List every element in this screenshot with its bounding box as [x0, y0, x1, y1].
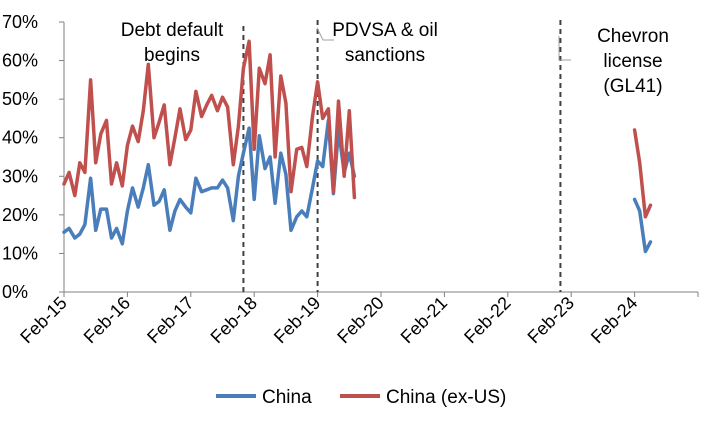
legend: China China (ex-US)	[216, 387, 506, 408]
y-tick-label: 0%	[2, 282, 28, 302]
y-tick-label: 60%	[2, 51, 38, 71]
y-tick-label: 30%	[2, 166, 38, 186]
y-tick-label: 10%	[2, 243, 38, 263]
data-series	[62, 39, 653, 254]
event-label: license	[603, 51, 662, 72]
x-tick-label: Feb-21	[397, 293, 451, 347]
x-axis: Feb-15 Feb-16 Feb-17 Feb-18 Feb-19 Feb-20 Feb-…	[16, 291, 699, 347]
event-label: sanctions	[345, 45, 425, 66]
y-tick-label: 40%	[2, 128, 38, 148]
x-tick-label: Feb-22	[460, 293, 514, 347]
event-label: begins	[144, 45, 200, 66]
y-tick-label: 20%	[2, 205, 38, 225]
series-line-china	[632, 197, 653, 254]
x-tick-label: Feb-24	[587, 293, 641, 347]
y-tick-label: 70%	[2, 12, 38, 32]
leader-line	[558, 36, 571, 61]
x-tick-label: Feb-18	[207, 293, 261, 347]
legend-label: China (ex-US)	[386, 387, 506, 408]
event-label: (GL41)	[603, 76, 662, 97]
event-label: Debt default	[121, 20, 224, 41]
series-line-china-ex-us	[62, 39, 357, 200]
y-axis: 0% 10% 20% 30% 40% 50% 60% 70%	[2, 12, 65, 302]
event-label: PDVSA & oil	[332, 20, 438, 41]
x-tick-label: Feb-16	[80, 293, 134, 347]
x-tick-label: Feb-17	[143, 293, 197, 347]
x-tick-label: Feb-23	[524, 293, 578, 347]
x-tick-label: Feb-19	[270, 293, 324, 347]
legend-label: China	[262, 387, 312, 408]
series-line-china	[62, 118, 357, 246]
event-label: Chevron	[597, 26, 669, 47]
x-tick-label: Feb-20	[333, 293, 387, 347]
event-markers: Debt default begins PDVSA & oil sanctions Ch…	[121, 20, 669, 292]
series-line-china-ex-us	[632, 128, 653, 219]
y-tick-label: 50%	[2, 89, 38, 109]
leader-line	[316, 27, 334, 41]
